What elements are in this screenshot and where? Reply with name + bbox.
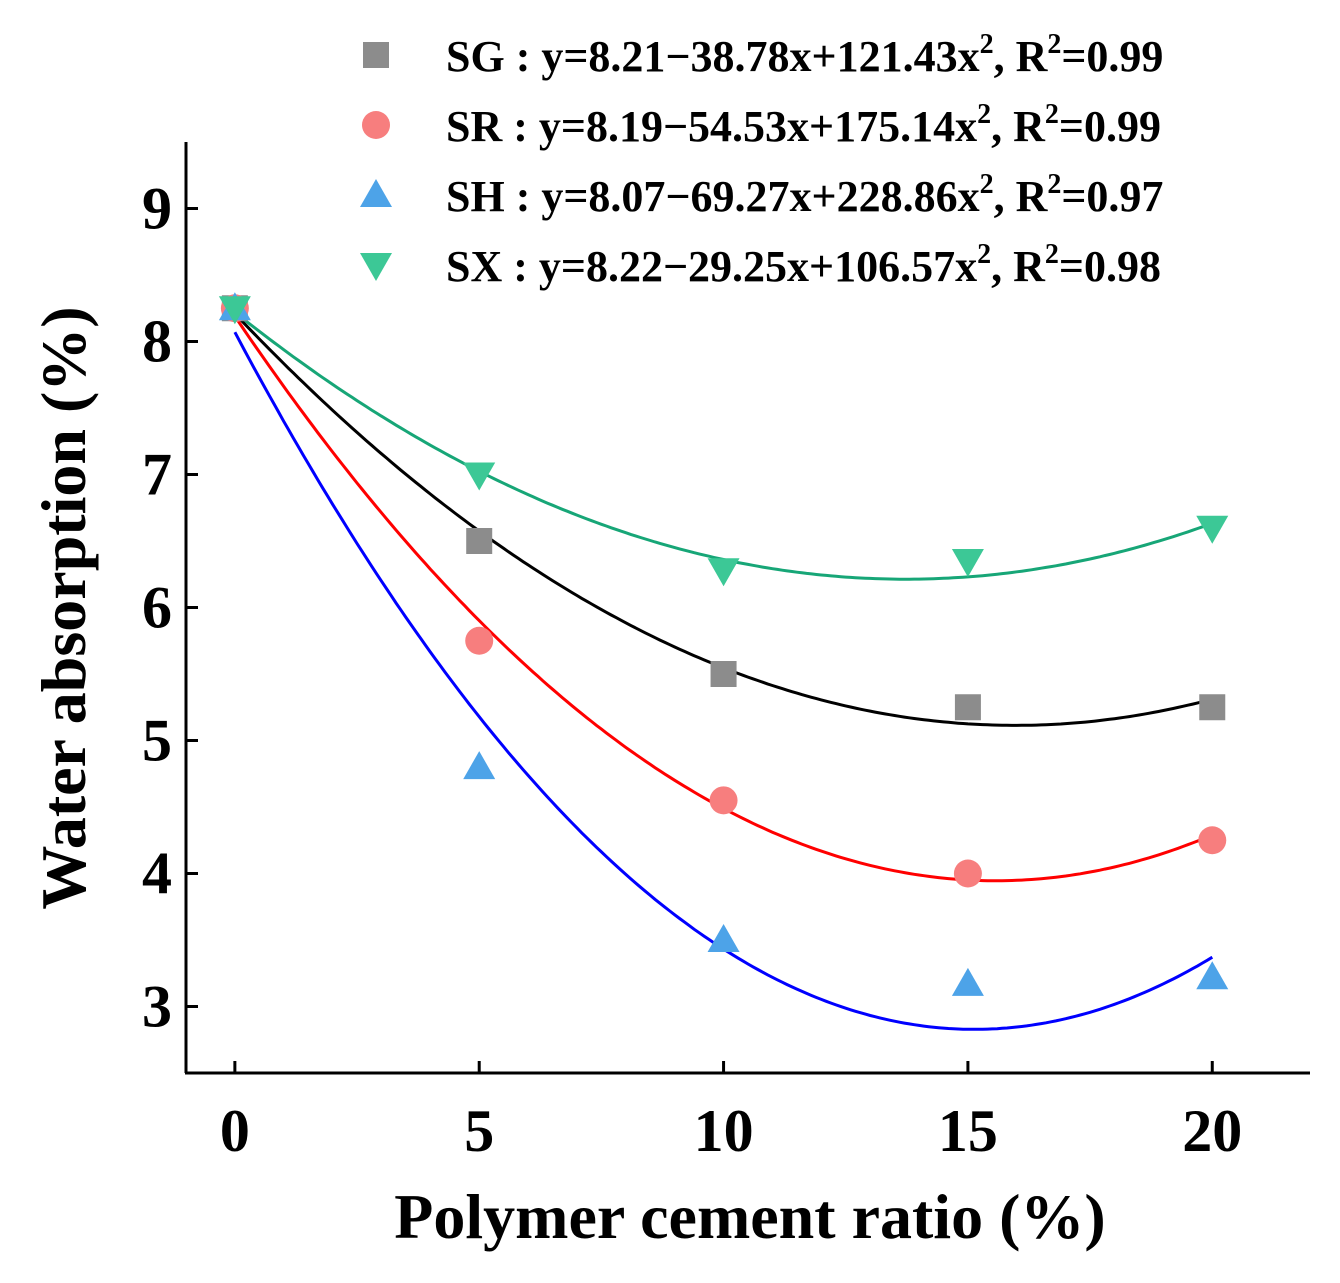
legend-superscript: 2 (1047, 169, 1061, 200)
x-tick-label: 15 (938, 1098, 998, 1164)
fit-curve-sx (233, 311, 1213, 581)
legend-entry-sx: SX : y=8.22−29.25x+106.57x2, R2=0.98 (446, 239, 1161, 291)
legend-text-part: =0.99 (1061, 32, 1163, 81)
data-point-sg (710, 661, 737, 687)
data-point-sh (707, 924, 740, 952)
data-point-sr (465, 626, 494, 655)
x-axis-title: Polymer cement ratio (%) (394, 1181, 1105, 1252)
legend-superscript: 2 (977, 99, 991, 130)
legend-superscript: 2 (980, 169, 994, 200)
data-point-sx (218, 296, 251, 325)
data-point-sg (1199, 694, 1226, 721)
y-tick-label: 3 (142, 974, 172, 1040)
legend-text-part: SR : y=8.19−54.53x+175.14x (446, 102, 977, 151)
data-point-sh (1196, 961, 1229, 990)
legend-superscript: 2 (1047, 29, 1061, 60)
legend-text-part: , R (991, 102, 1046, 151)
legend-superscript: 2 (1045, 99, 1059, 130)
legend-superscript: 2 (980, 29, 994, 60)
legend-superscript: 2 (1045, 239, 1059, 270)
legend-entry-sr: SR : y=8.19−54.53x+175.14x2, R2=0.99 (446, 99, 1161, 151)
y-tick-label: 6 (142, 575, 172, 641)
legend-text-part: , R (991, 242, 1046, 291)
data-point-sx (707, 558, 740, 587)
data-point-sg (954, 694, 981, 721)
legend-entry-sh: SH : y=8.07−69.27x+228.86x2, R2=0.97 (446, 169, 1163, 221)
legend-text-part: =0.97 (1061, 172, 1163, 221)
data-point-sx (951, 548, 984, 577)
legend-text-part: , R (994, 32, 1049, 81)
data-point-sh (463, 751, 496, 780)
data-point-sx (463, 462, 496, 491)
y-tick-label: 4 (142, 841, 172, 907)
legend-text-part: =0.99 (1059, 102, 1161, 151)
x-tick-label: 0 (220, 1098, 250, 1164)
data-point-sr (953, 859, 982, 888)
legend-text-part: =0.98 (1059, 242, 1161, 291)
legend-text-part: SG : y=8.21−38.78x+121.43x (446, 32, 980, 81)
legend-marker-sg (363, 42, 389, 68)
x-tick-label: 5 (464, 1098, 494, 1164)
legend-text-part: SH : y=8.07−69.27x+228.86x (446, 172, 980, 221)
y-tick-label: 8 (142, 309, 172, 375)
legend-marker-sx (360, 253, 392, 281)
legend-text-part: , R (994, 172, 1049, 221)
legend-marker-sr (362, 111, 390, 139)
data-point-sx (1196, 515, 1229, 544)
data-point-sr (709, 786, 738, 815)
x-tick-label: 20 (1182, 1098, 1242, 1164)
legend-entry-sg: SG : y=8.21−38.78x+121.43x2, R2=0.99 (446, 29, 1163, 81)
data-point-sr (1198, 826, 1227, 855)
data-point-sh (951, 967, 984, 996)
legend-superscript: 2 (977, 239, 991, 270)
legend-marker-sh (360, 179, 392, 207)
y-tick-label: 5 (142, 708, 172, 774)
x-ticks: 0 5 10 15 20 (220, 1061, 1242, 1164)
data-markers (218, 292, 1229, 996)
y-tick-label: 7 (142, 442, 172, 508)
data-point-sg (466, 528, 493, 554)
y-ticks: 3 4 5 6 7 8 9 (142, 176, 198, 1040)
x-tick-label: 10 (694, 1098, 754, 1164)
y-axis-title: Water absorption (%) (28, 306, 99, 909)
legend-text-part: SX : y=8.22−29.25x+106.57x (446, 242, 977, 291)
y-tick-label: 9 (142, 176, 172, 242)
